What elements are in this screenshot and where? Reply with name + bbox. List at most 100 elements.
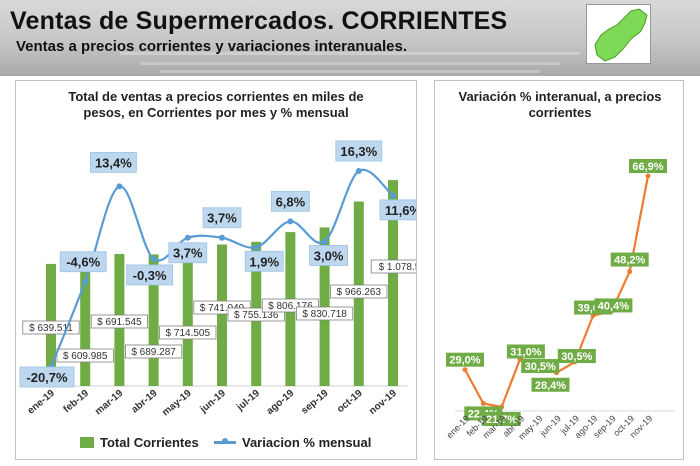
- line-value-label-feb-19: -4,6%: [59, 251, 107, 273]
- value-label-mar-19: 21,7%: [482, 412, 521, 426]
- line-value-label-box: [309, 245, 349, 266]
- bar-may-19: [182, 249, 193, 386]
- bar-abr-19: [148, 254, 159, 386]
- line-value-label-box: [168, 242, 208, 264]
- line-value-label-text: 1,9%: [249, 254, 279, 269]
- bar-value-label-feb-19: $ 609.985: [56, 348, 114, 363]
- line-value-label-text: -0,3%: [133, 268, 167, 283]
- value-label-text: 66,9%: [632, 161, 663, 173]
- value-label-box: [594, 298, 633, 313]
- bar-feb-19: [80, 269, 91, 386]
- line-point-jul-19: [253, 244, 260, 251]
- bar-value-label-box: [295, 306, 354, 321]
- x-tick-mar-19: mar-19: [93, 388, 126, 418]
- value-label-may-19: 30,5%: [521, 359, 560, 374]
- bar-value-label-may-19: $ 714.505: [159, 325, 217, 340]
- bar-value-label-text: $ 806.176: [268, 301, 313, 312]
- value-label-box: [506, 344, 545, 359]
- value-label-text: 21,7%: [486, 414, 517, 426]
- line-value-label-text: -20,7%: [26, 370, 68, 385]
- bar-value-label-oct-19: $ 966.263: [330, 284, 388, 299]
- x-tick-nov-19: nov-19: [367, 388, 399, 417]
- line-value-label-box: [379, 199, 416, 221]
- line-value-label-box: [270, 190, 310, 212]
- point-oct-19: [627, 269, 633, 275]
- value-label-jun-19: 28,4%: [531, 377, 570, 392]
- bar-value-label-box: [159, 325, 217, 340]
- chart-legend: Total Corrientes Variacion % mensual: [16, 433, 416, 453]
- line-point-jun-19: [219, 234, 225, 241]
- value-label-box: [610, 252, 649, 267]
- value-label-box: [531, 377, 570, 392]
- bar-value-label-text: $ 755.136: [234, 310, 279, 321]
- line-value-label-text: 16,3%: [340, 144, 377, 159]
- x-tick-right-ene-19: ene-19: [445, 413, 472, 440]
- point-feb-19: [480, 400, 486, 406]
- line-value-label-text: 3,0%: [314, 248, 344, 263]
- line-point-abr-19: [150, 255, 157, 262]
- line-value-label-box: [90, 151, 137, 173]
- legend-item-variation: Variacion % mensual: [214, 435, 371, 450]
- x-tick-may-19: may-19: [160, 388, 194, 419]
- monthly-sales-chart: $ 639.511 $ 609.985 $ 691.545 $ 689.287 $ 71…: [19, 140, 416, 419]
- value-label-text: 29,0%: [449, 355, 480, 367]
- corrientes-province-map-icon: [594, 8, 648, 62]
- legend-line-swatch: [214, 438, 236, 444]
- x-tick-ago-19: ago-19: [265, 388, 297, 417]
- value-label-sep-19: 40,4%: [594, 298, 633, 313]
- page-title: Ventas de Supermercados. CORRIENTES: [10, 7, 508, 35]
- bar-value-label-text: $ 609.985: [63, 351, 108, 362]
- line-value-label-jun-19: 3,7%: [202, 207, 242, 229]
- line-point-oct-19: [355, 168, 362, 174]
- line-value-label-ene-19: -20,7%: [19, 366, 75, 388]
- legend-label-variation: Variacion % mensual: [242, 435, 372, 450]
- bar-value-label-sep-19: $ 830.718: [295, 306, 354, 321]
- bar-value-label-box: [90, 314, 148, 329]
- monthly-variation-line: [49, 168, 394, 368]
- bar-value-label-abr-19: $ 689.287: [125, 344, 183, 359]
- line-value-label-text: 6,8%: [276, 194, 306, 209]
- line-value-label-box: [19, 366, 75, 388]
- line-point-may-19: [184, 234, 191, 241]
- value-label-box: [446, 352, 484, 367]
- line-value-label-box: [202, 207, 242, 229]
- header-banner: Ventas de Supermercados. CORRIENTES Vent…: [0, 0, 700, 76]
- value-label-text: 48,2%: [614, 255, 645, 267]
- line-value-label-jul-19: 1,9%: [244, 250, 284, 272]
- line-point-nov-19: [390, 192, 396, 199]
- chart-title-left: Total de ventas a precios corrientes en …: [68, 89, 364, 120]
- line-point-sep-19: [321, 238, 328, 245]
- x-tick-jun-19: jun-19: [198, 388, 229, 416]
- legend-bar-swatch: [80, 437, 94, 448]
- line-value-label-oct-19: 16,3%: [335, 140, 383, 162]
- value-label-text: 40,4%: [598, 300, 629, 312]
- value-label-text: 31,0%: [510, 346, 541, 358]
- monthly-sales-chart-panel: Total de ventas a precios corrientes en …: [15, 80, 417, 460]
- line-value-label-text: 11,6%: [385, 203, 416, 218]
- bar-value-label-text: $ 830.718: [302, 309, 347, 320]
- line-value-label-box: [335, 140, 383, 162]
- bar-value-label-box: [56, 348, 114, 363]
- value-label-box: [557, 349, 596, 364]
- value-label-box: [521, 359, 560, 374]
- line-value-label-mar-19: 13,4%: [90, 151, 137, 173]
- line-point-feb-19: [82, 278, 89, 285]
- yearly-variation-chart-panel: Variación % interanual, a precios corrie…: [434, 80, 684, 460]
- value-label-abr-19: 31,0%: [506, 344, 545, 359]
- value-label-jul-19: 30,5%: [557, 349, 596, 364]
- point-nov-19: [645, 173, 651, 179]
- legend-item-total: Total Corrientes: [80, 435, 199, 450]
- bar-value-label-box: [370, 259, 416, 274]
- bar-value-label-text: $ 966.263: [337, 287, 382, 298]
- x-tick-jul-19: jul-19: [234, 388, 262, 414]
- bar-value-label-box: [330, 284, 388, 299]
- value-label-box: [629, 159, 667, 173]
- bar-value-label-text: $ 741.049: [200, 303, 245, 314]
- point-ene-19: [462, 367, 468, 373]
- bar-value-label-text: $ 689.287: [131, 347, 176, 358]
- line-value-label-box: [126, 264, 173, 286]
- value-label-nov-19: 66,9%: [629, 159, 667, 173]
- bar-value-label-nov-19: $ 1.078.537: [370, 259, 416, 274]
- line-value-label-nov-19: 11,6%: [379, 199, 416, 221]
- value-label-text: 28,4%: [535, 380, 566, 392]
